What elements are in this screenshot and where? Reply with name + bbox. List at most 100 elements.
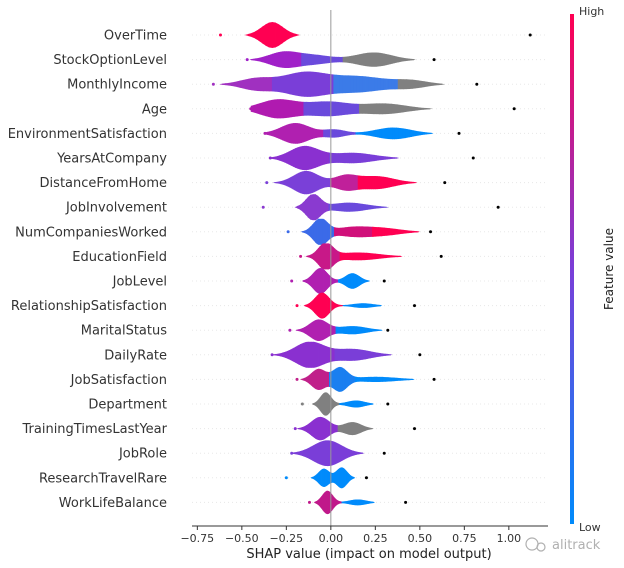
violin-segment xyxy=(353,252,356,261)
violin-segment xyxy=(285,99,290,119)
violin-segment xyxy=(315,369,318,390)
watermark: alitrack xyxy=(525,537,601,553)
violin-segment xyxy=(347,252,350,261)
violin-segment xyxy=(254,77,258,91)
violin-segment xyxy=(400,128,404,139)
violin-segment xyxy=(303,304,306,307)
violin-segment xyxy=(353,152,357,164)
violin-segment xyxy=(342,305,345,307)
violin-segment xyxy=(400,104,404,113)
violin-segment xyxy=(389,228,392,236)
violin-segment xyxy=(373,103,378,115)
violin-segment xyxy=(344,368,347,390)
violin-segment xyxy=(409,129,412,138)
violin-segment xyxy=(385,353,388,356)
violin-segment xyxy=(386,54,389,66)
violin-segment xyxy=(317,416,320,441)
violin-segment xyxy=(370,205,374,210)
violin-segment xyxy=(360,377,363,382)
violin-segment xyxy=(305,229,308,235)
violin-segment xyxy=(280,75,285,93)
violin-segment xyxy=(286,51,290,69)
sample-point xyxy=(261,205,265,209)
violin-segment xyxy=(322,176,325,189)
violin-segment xyxy=(380,305,383,307)
violin-segment xyxy=(389,156,393,160)
violin-segment xyxy=(303,53,306,67)
violin-segment xyxy=(396,127,400,140)
violin-segment xyxy=(312,194,316,221)
violin-segment xyxy=(293,122,296,144)
violin-segment xyxy=(333,203,337,211)
violin-segment xyxy=(288,123,292,144)
violin-segment xyxy=(342,252,345,261)
violin-segment xyxy=(332,301,334,311)
violin-segment xyxy=(371,175,374,190)
violin-segment xyxy=(312,127,315,139)
violin-segment xyxy=(396,56,400,63)
violin-segment xyxy=(365,52,369,67)
violin-segment xyxy=(281,153,285,163)
violin-segment xyxy=(344,252,347,261)
x-tick-label: −0.25 xyxy=(269,532,303,545)
feature-row: MaritalStatus xyxy=(81,319,548,341)
violin-segment xyxy=(324,243,326,270)
violin-segment xyxy=(337,175,341,190)
violin-segment xyxy=(307,228,310,236)
violin-segment xyxy=(325,129,328,138)
violin-segment xyxy=(313,341,316,368)
violin-segment xyxy=(409,79,413,89)
violin-segment xyxy=(345,304,348,307)
feature-rows: OverTime StockOptionLevel MonthlyIncome Age… xyxy=(8,22,548,515)
violin-segment xyxy=(417,231,420,233)
violin-segment xyxy=(372,253,375,260)
violin-segment xyxy=(337,227,340,236)
violin-segment xyxy=(289,73,293,95)
violin-segment xyxy=(272,182,276,184)
violin-segment xyxy=(332,423,335,434)
violin-segment xyxy=(320,243,323,270)
violin-segment xyxy=(351,304,354,308)
violin-segment xyxy=(342,367,345,391)
violin-segment xyxy=(359,175,363,190)
violin-segment xyxy=(264,131,268,135)
violin-segment xyxy=(272,22,276,48)
feature-row: StockOptionLevel xyxy=(53,51,548,68)
violin-segment xyxy=(306,341,309,368)
feature-label: Department xyxy=(88,398,167,413)
violin-segment xyxy=(321,292,324,319)
sample-point xyxy=(218,33,222,37)
violin-segment xyxy=(381,176,384,189)
violin-segment xyxy=(373,52,377,67)
violin-segment xyxy=(319,368,322,390)
violin-segment xyxy=(275,128,279,139)
violin-segment xyxy=(365,350,368,360)
violin-segment xyxy=(303,426,305,432)
violin-segment xyxy=(321,344,324,366)
violin-segment xyxy=(358,252,361,261)
violin-segment xyxy=(242,79,246,90)
violin-segment xyxy=(345,227,348,237)
violin-segment xyxy=(358,303,361,308)
violin-segment xyxy=(375,226,378,237)
violin-segment xyxy=(292,51,296,68)
violin-segment xyxy=(335,101,339,116)
violin-segment xyxy=(344,304,346,307)
violin-segment xyxy=(356,226,359,238)
violin-segment xyxy=(338,56,342,63)
violin-segment xyxy=(400,378,403,381)
violin-segment xyxy=(336,56,339,63)
violin-segment xyxy=(428,132,432,135)
violin-segment xyxy=(373,501,376,503)
violin-segment xyxy=(280,180,283,185)
violin-segment xyxy=(372,129,376,137)
violin-segment xyxy=(353,132,356,135)
violin-segment xyxy=(326,101,331,117)
violin-segment xyxy=(323,200,327,214)
x-tick-label: −0.50 xyxy=(225,532,259,545)
violin-segment xyxy=(299,202,303,212)
violin-segment xyxy=(301,123,305,143)
violin-segment xyxy=(358,423,361,434)
feature-row: JobLevel xyxy=(112,268,548,294)
